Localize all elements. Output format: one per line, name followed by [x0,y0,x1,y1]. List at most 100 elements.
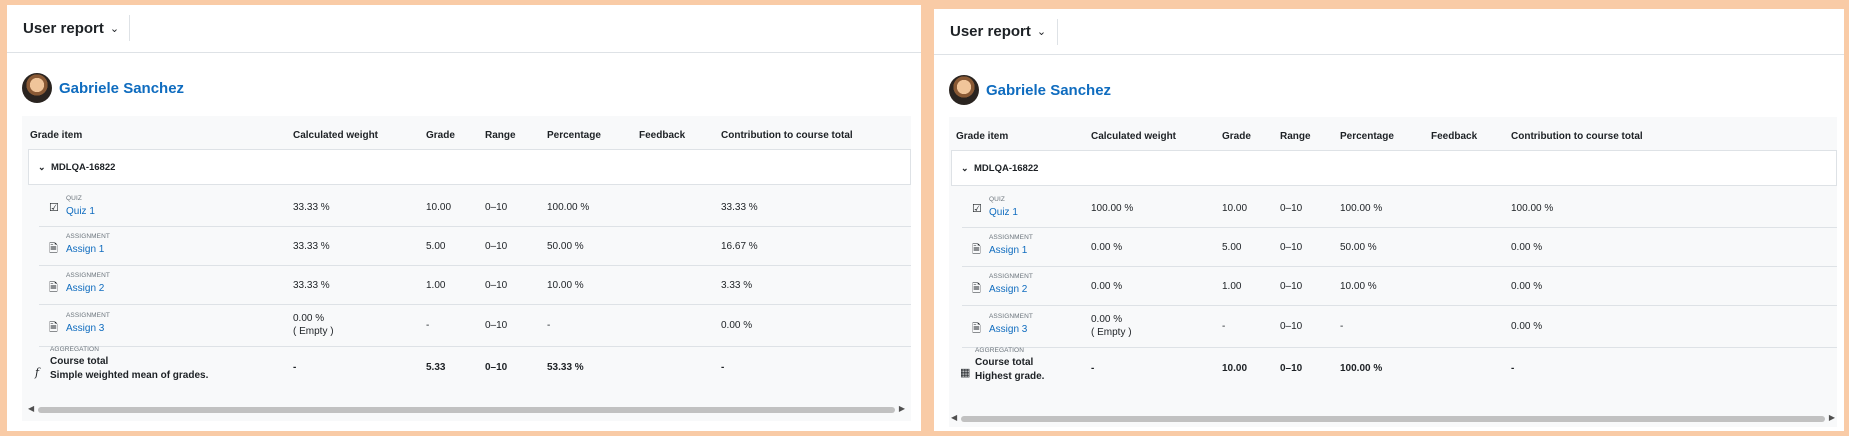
assignment-icon: 🗎 [972,323,981,335]
contribution-cell: - [1511,363,1515,374]
range-cell: 0–10 [1280,203,1303,214]
range-cell: 0–10 [1280,242,1303,253]
grade-table: Grade item Calculated weight Grade Range… [22,116,911,421]
weight-cell: 0.00 % [1091,281,1123,292]
scrollbar-thumb[interactable] [38,407,895,413]
report-header: User report ⌄ [7,5,921,53]
horizontal-scrollbar[interactable]: ◀ ▶ [951,413,1835,423]
item-link[interactable]: Quiz 1 [66,206,95,217]
chevron-down-icon[interactable]: ⌄ [961,163,969,173]
item-link[interactable]: Quiz 1 [989,207,1018,218]
aggregation-method: Simple weighted mean of grades. [50,370,209,381]
range-cell: 0–10 [485,202,508,213]
scroll-left-icon[interactable]: ◀ [951,413,958,422]
item-link[interactable]: Assign 2 [989,284,1028,295]
user-name-link[interactable]: Gabriele Sanchez [59,79,185,97]
col-feedback: Feedback [1431,131,1478,142]
assignment-icon: 🗎 [49,243,58,255]
grade-cell: 5.00 [1222,242,1242,253]
chevron-down-icon[interactable]: ⌄ [38,162,46,172]
table-row: 🗎 ASSIGNMENT Assign 3 0.00 % ( Empty ) -… [39,304,911,347]
grade-cell: - [1222,321,1226,332]
range-cell: 0–10 [1280,363,1303,374]
contribution-cell: 100.00 % [1511,203,1554,214]
avatar[interactable] [22,73,52,103]
percentage-cell: - [1340,321,1344,332]
range-cell: 0–10 [1280,321,1303,332]
contribution-cell: 0.00 % [1511,281,1543,292]
weight-cell: 0.00 % [1091,314,1123,325]
item-link[interactable]: Assign 3 [989,324,1028,335]
contribution-cell: 16.67 % [721,241,758,252]
item-link[interactable]: Assign 1 [66,244,105,255]
horizontal-scrollbar[interactable]: ◀ ▶ [28,404,905,414]
function-icon: 𝑓 [35,366,40,379]
item-type: ASSIGNMENT [66,312,110,319]
col-feedback: Feedback [639,130,686,141]
item-type: QUIZ [989,196,1005,203]
report-selector-label[interactable]: User report [23,20,104,37]
percentage-cell: 10.00 % [1340,281,1377,292]
contribution-cell: 3.33 % [721,280,753,291]
scroll-right-icon[interactable]: ▶ [898,404,905,413]
report-selector-label[interactable]: User report [950,23,1031,40]
weight-empty-note: ( Empty ) [293,326,334,337]
quiz-icon: ☑ [49,202,59,214]
grade-cell: 10.00 [1222,203,1248,214]
grade-cell: 10.00 [1222,363,1248,374]
weight-cell: - [1091,363,1095,374]
scrollbar-thumb[interactable] [961,416,1825,422]
user-report-panel-right: User report ⌄ Gabriele Sanchez Grade ite… [934,9,1844,431]
grade-cell: 10.00 [426,202,452,213]
assignment-icon: 🗎 [972,244,981,256]
contribution-cell: 0.00 % [1511,321,1543,332]
category-name: MDLQA-16822 [974,163,1039,174]
report-header: User report ⌄ [934,9,1844,55]
item-link[interactable]: Assign 1 [989,245,1028,256]
item-type: QUIZ [66,195,82,202]
percentage-cell: 50.00 % [1340,242,1377,253]
range-cell: 0–10 [485,362,508,373]
weight-cell: 100.00 % [1091,203,1134,214]
chevron-down-icon[interactable]: ⌄ [1036,26,1047,38]
grade-cell: 5.33 [426,362,446,373]
col-percentage: Percentage [1340,131,1394,142]
weight-cell: 0.00 % [1091,242,1123,253]
avatar[interactable] [949,75,979,105]
grade-cell: 1.00 [1222,281,1242,292]
table-row: 🗎 ASSIGNMENT Assign 3 0.00 % ( Empty ) -… [962,305,1837,348]
scroll-left-icon[interactable]: ◀ [28,404,35,413]
weight-cell: 0.00 % [293,313,325,324]
range-cell: 0–10 [485,241,508,252]
col-grade-item: Grade item [30,130,83,141]
course-total-row: ▦ AGGREGATION Course total Highest grade… [949,347,1837,397]
range-cell: 0–10 [485,320,508,331]
col-contribution: Contribution to course total [721,130,853,141]
col-range: Range [485,130,516,141]
grade-table: Grade item Calculated weight Grade Range… [949,117,1837,427]
table-row: ☑ QUIZ Quiz 1 100.00 % 10.00 0–10 100.00… [962,189,1837,228]
category-row[interactable]: ⌄ MDLQA-16822 [951,150,1837,186]
col-percentage: Percentage [547,130,601,141]
item-type: ASSIGNMENT [66,272,110,279]
scroll-right-icon[interactable]: ▶ [1828,413,1835,422]
col-weight: Calculated weight [293,130,379,141]
chevron-down-icon[interactable]: ⌄ [109,23,120,35]
col-range: Range [1280,131,1311,142]
range-cell: 0–10 [1280,281,1303,292]
col-grade: Grade [1222,131,1251,142]
contribution-cell: - [721,362,725,373]
course-total-name: Course total [50,356,109,367]
assignment-icon: 🗎 [972,283,981,295]
col-grade-item: Grade item [956,131,1009,142]
percentage-cell: 100.00 % [1340,363,1383,374]
percentage-cell: 10.00 % [547,280,584,291]
category-row[interactable]: ⌄ MDLQA-16822 [28,149,911,185]
contribution-cell: 33.33 % [721,202,758,213]
item-link[interactable]: Assign 3 [66,323,105,334]
weight-cell: 33.33 % [293,202,330,213]
user-name-link[interactable]: Gabriele Sanchez [986,81,1112,99]
item-link[interactable]: Assign 2 [66,283,105,294]
category-name: MDLQA-16822 [51,162,116,173]
percentage-cell: 53.33 % [547,362,584,373]
